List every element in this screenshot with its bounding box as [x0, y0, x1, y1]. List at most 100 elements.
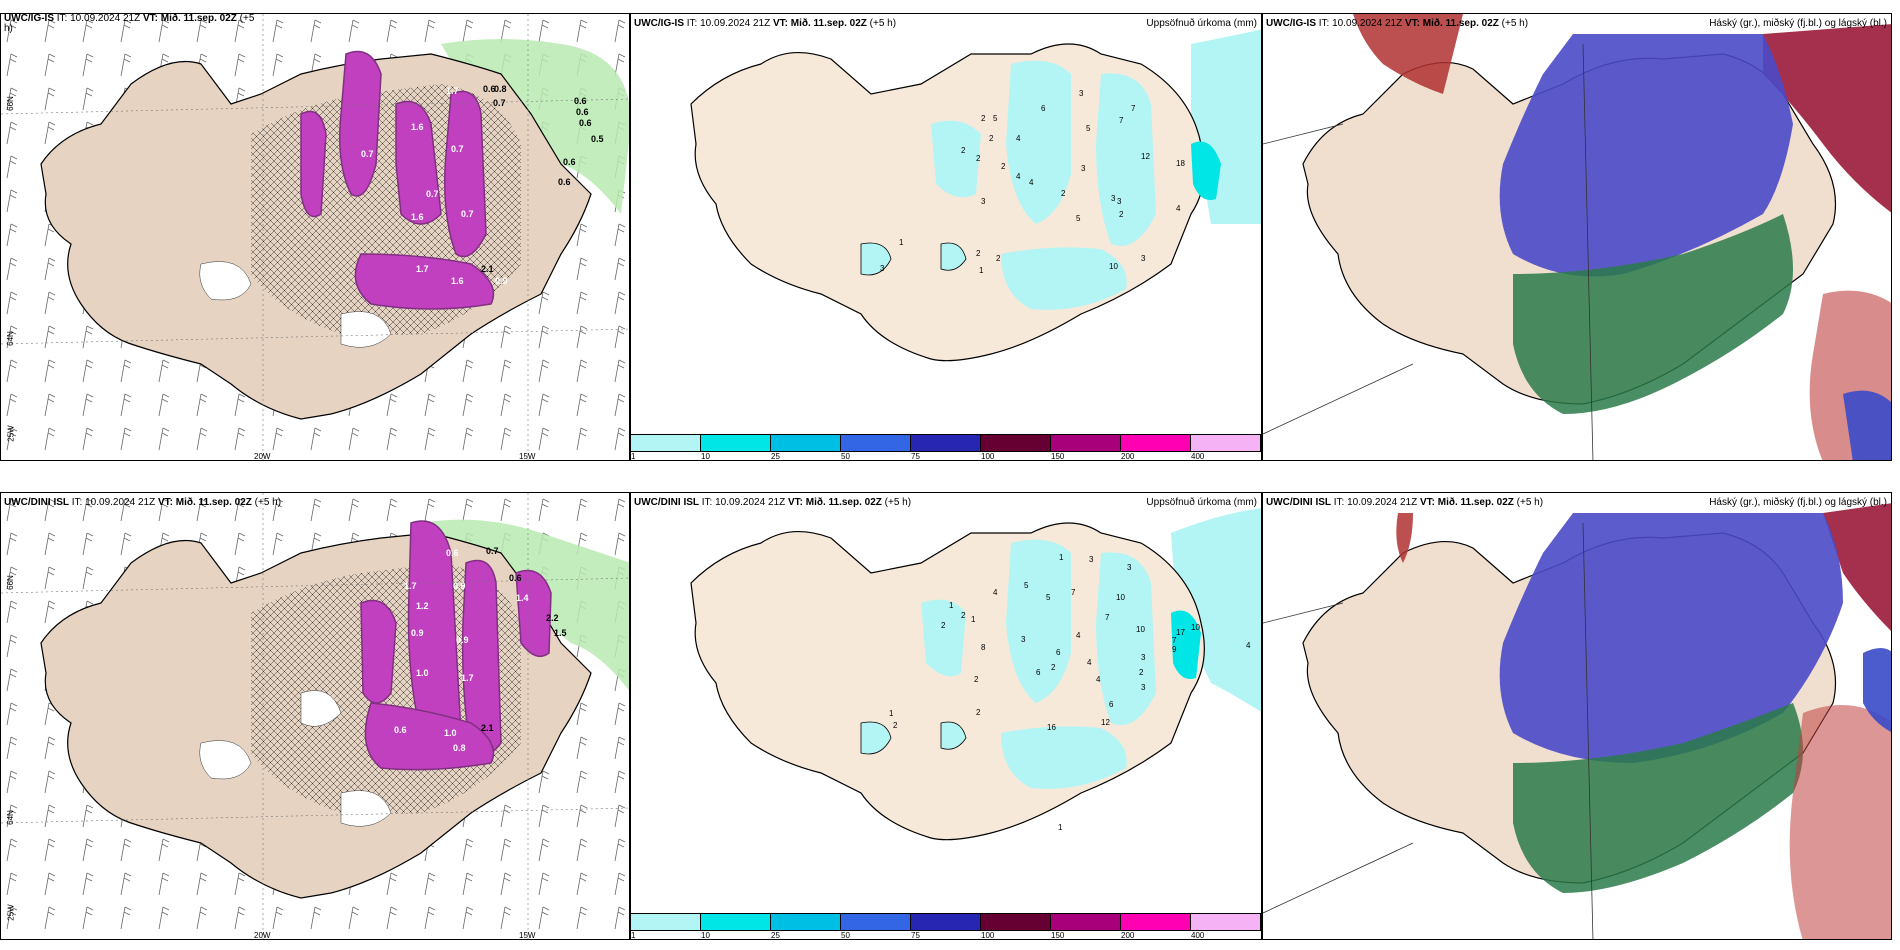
precip-value: 3 [1021, 635, 1026, 644]
colorbar-swatch [771, 914, 841, 930]
colorbar-swatch [1121, 435, 1191, 451]
cloud-high-nw [1353, 14, 1463, 94]
colorbar-label: 75 [911, 452, 920, 461]
magenta-cell-5 [300, 110, 327, 218]
wind-value: 1.0 [416, 668, 429, 678]
model-name: UWC/DINI ISL [1266, 497, 1331, 508]
magenta-cell-4 [354, 253, 495, 310]
precip-value: 6 [1056, 648, 1061, 657]
precip-value: 4 [993, 588, 998, 597]
vt-label: VT: Mið. 11.sep. 02Z [1419, 497, 1514, 508]
colorbar-label: 75 [911, 931, 920, 940]
precip-value: 1 [1058, 823, 1063, 832]
wind-value: 1.6 [411, 122, 424, 132]
it-label: IT: [701, 497, 713, 508]
it-value: 10.09.2024 21Z [700, 18, 771, 29]
precip-value: 1 [889, 709, 894, 718]
precip-area-7 [940, 242, 967, 271]
it-value: 10.09.2024 21Z [715, 497, 786, 508]
lead-time: (+5 h) [1516, 497, 1544, 508]
lon-label-15: 15W [519, 931, 536, 940]
precip-value: 5 [1046, 593, 1051, 602]
precip-value: 2 [996, 254, 1001, 263]
it-value: 10.09.2024 21Z [1347, 497, 1418, 508]
precip-value: 1 [899, 238, 904, 247]
precip-values: 3 6 5 7 2 5 2 4 2 2 4 2 3 4 3 2 3 12 18 … [631, 14, 1261, 460]
cloud-low-blue [1499, 513, 1843, 763]
wind-value: 0.9 [453, 581, 466, 591]
precip-area-5 [1191, 141, 1221, 200]
panel-wind-top: UWC/IG-IS IT: 10.09.2024 21Z VT: Mið. 11… [0, 13, 630, 461]
precip-values: 1 3 3 4 5 7 5 10 1 2 2 1 8 3 4 10 7 2 6 … [631, 493, 1261, 939]
wind-value: 0.6 [563, 157, 576, 167]
colorbar-swatch [1191, 914, 1261, 930]
wind-value: 0.9 [456, 635, 469, 645]
precip-map [690, 508, 1261, 841]
precip-value: 2 [976, 249, 981, 258]
model-name: UWC/IG-IS [1266, 18, 1316, 29]
precip-value: 5 [993, 114, 998, 123]
precip-area-3 [931, 120, 981, 198]
precip-value: 3 [981, 197, 986, 206]
colorbar-swatch [911, 914, 981, 930]
precip-value: 8 [981, 643, 986, 652]
panel-header: UWC/IG-IS IT: 10.09.2024 21Z VT: Mið. 11… [1263, 14, 1891, 34]
wind-value: 1.7 [416, 264, 429, 274]
precip-value: 10 [1116, 593, 1125, 602]
colorbar-label: 25 [771, 931, 780, 940]
vt-label: VT: Mið. 11.sep. 02Z [787, 497, 882, 508]
white-snow-1 [199, 740, 252, 780]
panel-title: Háský (gr.), miðský (fj.bl.) og lágský (… [1709, 497, 1887, 508]
cloud-mid-green [1513, 703, 1803, 893]
magenta-cell-5 [515, 569, 552, 658]
cloud-map [1263, 14, 1891, 460]
wind-value: 0.6 [574, 96, 587, 106]
precip-area-7 [940, 721, 967, 750]
precip-value: 2 [1061, 189, 1066, 198]
it-value: 10.09.2024 21Z [70, 13, 141, 24]
precip-value: 10 [1109, 262, 1118, 271]
cloud-blue-se [1843, 390, 1891, 460]
precip-value: 2 [961, 146, 966, 155]
panel-precip-bottom: UWC/DINI ISL IT: 10.09.2024 21Z VT: Mið.… [630, 492, 1262, 940]
it-value: 10.09.2024 21Z [1332, 18, 1403, 29]
precip-map [690, 29, 1261, 362]
colorbar-label: 150 [1051, 452, 1065, 461]
colorbar-swatch [771, 435, 841, 451]
precip-value: 10 [1191, 623, 1200, 632]
colorbar-label: 200 [1121, 931, 1135, 940]
panel-header: UWC/IG-IS IT: 10.09.2024 21Z VT: Mið. 11… [1, 13, 629, 29]
precip-value: 2 [1051, 663, 1056, 672]
lead-time: (+5 h) [869, 18, 897, 29]
panel-cloud-top: UWC/IG-IS IT: 10.09.2024 21Z VT: Mið. 11… [1262, 13, 1892, 461]
model-name: UWC/DINI ISL [4, 497, 69, 508]
panel-title: Uppsöfnuð úrkoma (mm) [1146, 18, 1257, 29]
wind-value: 1.5 [554, 628, 567, 638]
sea-precip-east [1171, 508, 1261, 712]
precip-area-2 [1096, 552, 1156, 725]
colorbar-swatch [841, 914, 911, 930]
wind-value: 2.1 [481, 264, 494, 274]
magenta-cell-1 [339, 50, 382, 197]
colorbar-label: 400 [1191, 931, 1205, 940]
precip-value: 1 [1059, 553, 1064, 562]
colorbar-label: 100 [981, 452, 995, 461]
wind-value: 0.9 [411, 628, 424, 638]
precip-value: 4 [1087, 658, 1092, 667]
wind-value: 1.4 [516, 593, 529, 603]
wind-value: 0.6 [558, 177, 571, 187]
white-snow-1 [199, 261, 252, 301]
wind-value: 0.6 [509, 573, 522, 583]
precip-value: 1 [979, 266, 984, 275]
precip-value: 4 [1016, 172, 1021, 181]
precip-value: 6 [1036, 668, 1041, 677]
cloud-high-se [1789, 705, 1891, 939]
precip-value: 18 [1176, 159, 1185, 168]
precip-value: 6 [1109, 700, 1114, 709]
wind-value: 1.2 [416, 601, 429, 611]
precip-value: 3 [1117, 197, 1122, 206]
precip-value: 3 [1141, 653, 1146, 662]
wind-value: 0.6 [576, 107, 589, 117]
precip-value: 2 [941, 621, 946, 630]
wind-value: 0.8 [494, 84, 507, 94]
